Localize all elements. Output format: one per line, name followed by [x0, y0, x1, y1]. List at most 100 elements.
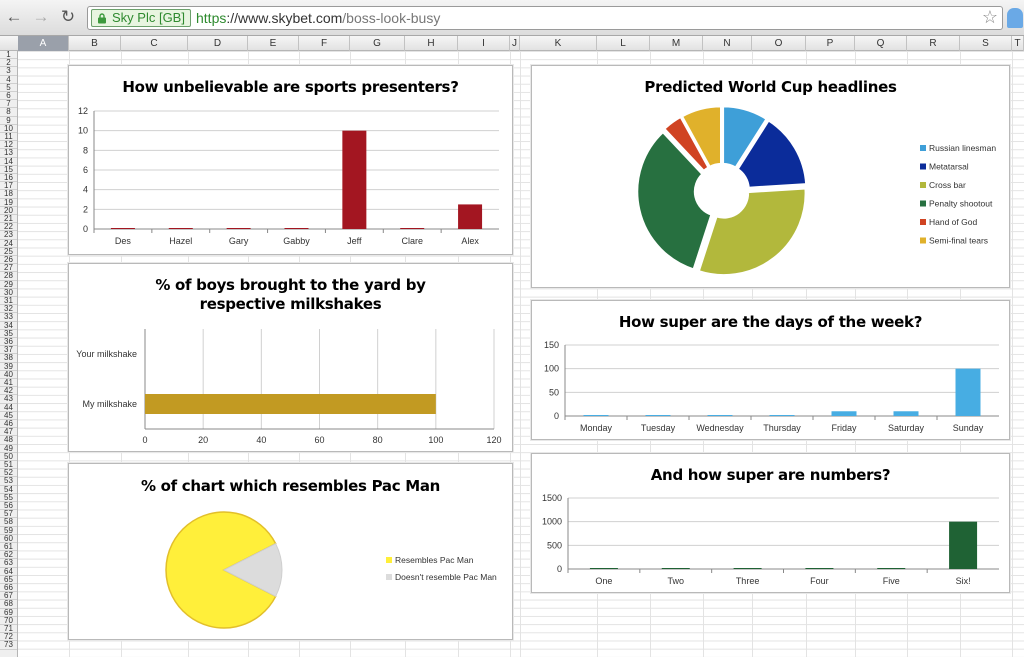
- row-header[interactable]: 58: [0, 518, 17, 527]
- column-header[interactable]: M: [650, 36, 703, 51]
- row-header[interactable]: 63: [0, 559, 17, 568]
- row-header[interactable]: 56: [0, 501, 17, 511]
- row-header[interactable]: 1: [0, 51, 17, 60]
- row-header[interactable]: 44: [0, 403, 17, 412]
- row-header[interactable]: 31: [0, 296, 17, 306]
- row-header[interactable]: 66: [0, 583, 17, 593]
- bookmark-star-icon[interactable]: ☆: [981, 7, 998, 27]
- row-header[interactable]: 49: [0, 444, 17, 453]
- column-header[interactable]: T: [1012, 36, 1024, 51]
- row-header[interactable]: 37: [0, 346, 17, 355]
- column-header[interactable]: B: [69, 36, 121, 51]
- row-header[interactable]: 18: [0, 190, 17, 199]
- row-header[interactable]: 65: [0, 575, 17, 584]
- row-header[interactable]: 34: [0, 321, 17, 330]
- back-icon[interactable]: ←: [5, 7, 23, 26]
- row-header[interactable]: 70: [0, 616, 17, 625]
- column-header[interactable]: C: [121, 36, 188, 51]
- extension-icon[interactable]: [1007, 8, 1023, 28]
- row-header[interactable]: 16: [0, 173, 17, 183]
- chart-days-of-week[interactable]: How super are the days of the week? 0 50 1…: [531, 300, 1010, 440]
- chart-milkshakes[interactable]: % of boys brought to the yard by respect…: [68, 263, 513, 452]
- chart-pac-man[interactable]: % of chart which resembles Pac Man Resem…: [68, 463, 513, 640]
- row-header[interactable]: 25: [0, 247, 17, 256]
- column-header[interactable]: A: [18, 36, 69, 51]
- chart-world-cup-headlines[interactable]: Predicted World Cup headlines Russian li…: [531, 65, 1010, 288]
- row-header[interactable]: 30: [0, 288, 17, 297]
- row-header[interactable]: 68: [0, 600, 17, 609]
- row-header[interactable]: 39: [0, 362, 17, 371]
- row-header[interactable]: 5: [0, 83, 17, 92]
- row-header[interactable]: 27: [0, 264, 17, 273]
- address-bar[interactable]: Sky Plc [GB] https://www.skybet.com/boss…: [87, 6, 1003, 30]
- row-header[interactable]: 7: [0, 100, 17, 109]
- row-header[interactable]: 4: [0, 75, 17, 84]
- column-header[interactable]: E: [248, 36, 299, 51]
- row-header[interactable]: 41: [0, 378, 17, 388]
- row-header[interactable]: 42: [0, 387, 17, 396]
- row-header[interactable]: 23: [0, 231, 17, 240]
- row-header[interactable]: 6: [0, 91, 17, 101]
- row-header[interactable]: 73: [0, 641, 17, 650]
- column-header[interactable]: R: [907, 36, 960, 51]
- forward-icon[interactable]: →: [32, 7, 50, 26]
- reload-icon[interactable]: ↻: [60, 7, 76, 26]
- column-header[interactable]: L: [597, 36, 650, 51]
- row-header[interactable]: 12: [0, 141, 17, 150]
- row-header[interactable]: 38: [0, 354, 17, 363]
- column-header[interactable]: S: [960, 36, 1012, 51]
- row-header[interactable]: 53: [0, 477, 17, 486]
- row-header[interactable]: 17: [0, 182, 17, 191]
- row-header[interactable]: 9: [0, 116, 17, 125]
- row-header[interactable]: 46: [0, 419, 17, 429]
- row-header[interactable]: 28: [0, 272, 17, 281]
- row-header[interactable]: 43: [0, 395, 17, 404]
- row-header[interactable]: 22: [0, 223, 17, 232]
- chart-sports-presenters[interactable]: How unbelievable are sports presenters? …: [68, 65, 513, 255]
- row-header[interactable]: 11: [0, 132, 17, 142]
- row-header[interactable]: 40: [0, 370, 17, 379]
- row-header[interactable]: 55: [0, 493, 17, 502]
- row-header[interactable]: 21: [0, 214, 17, 224]
- row-header[interactable]: 35: [0, 329, 17, 338]
- certificate-badge[interactable]: Sky Plc [GB]: [91, 9, 191, 27]
- row-header[interactable]: 20: [0, 206, 17, 215]
- column-header[interactable]: D: [188, 36, 248, 51]
- row-header[interactable]: 62: [0, 551, 17, 560]
- column-header[interactable]: P: [806, 36, 855, 51]
- column-header[interactable]: J: [510, 36, 520, 51]
- row-header[interactable]: 32: [0, 305, 17, 314]
- row-header[interactable]: 13: [0, 149, 17, 158]
- row-header[interactable]: 71: [0, 624, 17, 634]
- row-header[interactable]: 19: [0, 198, 17, 207]
- column-header[interactable]: N: [703, 36, 752, 51]
- row-header[interactable]: 24: [0, 239, 17, 248]
- column-header[interactable]: Q: [855, 36, 907, 51]
- row-header[interactable]: 36: [0, 337, 17, 347]
- row-header[interactable]: 8: [0, 108, 17, 117]
- row-header[interactable]: 50: [0, 452, 17, 461]
- row-header[interactable]: 10: [0, 124, 17, 133]
- row-header[interactable]: 45: [0, 411, 17, 420]
- row-header[interactable]: 72: [0, 633, 17, 642]
- row-header[interactable]: 57: [0, 510, 17, 519]
- row-header[interactable]: 64: [0, 567, 17, 576]
- column-header[interactable]: K: [520, 36, 597, 51]
- row-header[interactable]: 47: [0, 428, 17, 437]
- column-header[interactable]: F: [299, 36, 350, 51]
- row-header[interactable]: 3: [0, 67, 17, 76]
- url-text[interactable]: https://www.skybet.com/boss-look-busy: [196, 10, 440, 26]
- row-header[interactable]: 26: [0, 255, 17, 265]
- row-header[interactable]: 69: [0, 608, 17, 617]
- column-header[interactable]: I: [458, 36, 510, 51]
- row-header[interactable]: 60: [0, 534, 17, 543]
- row-header[interactable]: 59: [0, 526, 17, 535]
- row-header[interactable]: 2: [0, 59, 17, 68]
- row-header[interactable]: 61: [0, 542, 17, 552]
- row-header[interactable]: 14: [0, 157, 17, 166]
- row-header[interactable]: 48: [0, 436, 17, 445]
- chart-numbers[interactable]: And how super are numbers? 0 500 1000 1500 O…: [531, 453, 1010, 593]
- column-header[interactable]: H: [405, 36, 458, 51]
- column-header[interactable]: O: [752, 36, 806, 51]
- row-header[interactable]: 15: [0, 165, 17, 174]
